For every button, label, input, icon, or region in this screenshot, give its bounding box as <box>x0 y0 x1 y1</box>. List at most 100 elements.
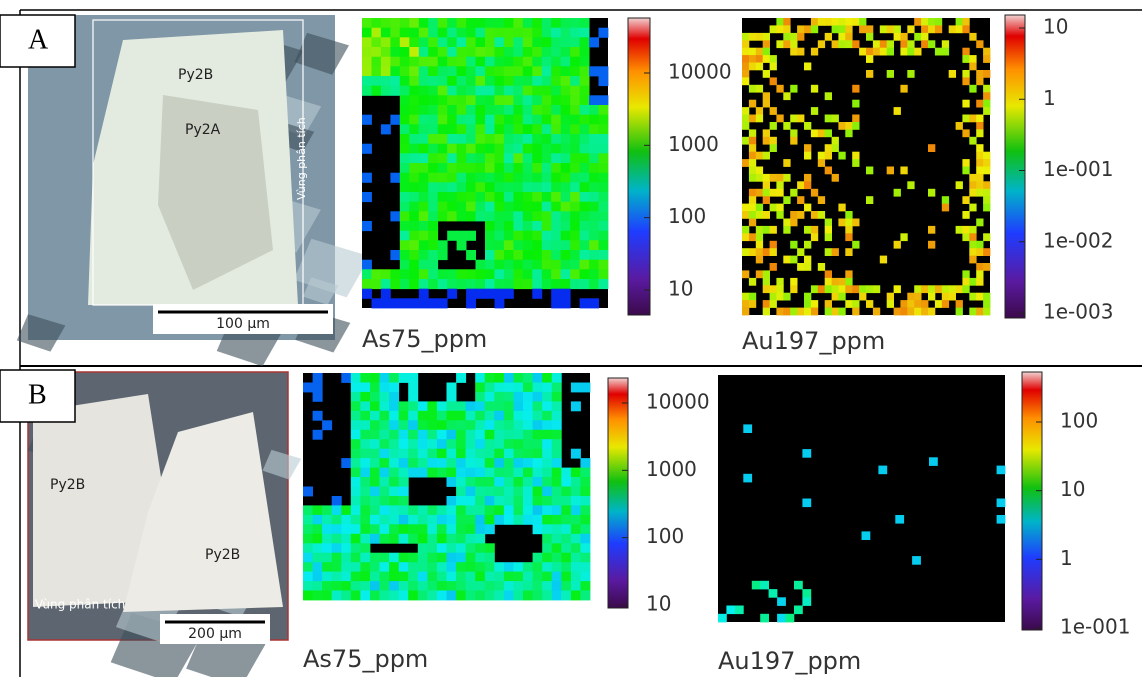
heatmap-cell <box>437 182 448 193</box>
heatmap-cell <box>598 259 609 270</box>
heatmap-cell <box>408 382 419 393</box>
heatmap-cell <box>494 163 505 174</box>
heatmap-cell <box>341 458 352 468</box>
heatmap-cell <box>748 218 757 227</box>
heatmap-cell <box>312 382 323 393</box>
heatmap-cell <box>976 181 984 190</box>
heatmap-cell <box>551 134 562 145</box>
heatmap-cell <box>370 590 380 601</box>
heatmap-cell <box>379 373 390 383</box>
heatmap-cell <box>845 270 853 279</box>
heatmap-cell <box>542 552 553 563</box>
heatmap-cell <box>360 590 371 601</box>
heatmap-cell <box>312 391 323 402</box>
heatmap-cell <box>408 458 419 468</box>
heatmap-cell <box>598 124 609 135</box>
heatmap-cell <box>475 95 486 106</box>
heatmap-cell <box>872 40 881 49</box>
heatmap-cell <box>983 248 991 256</box>
heatmap-cell <box>408 448 419 459</box>
heatmap-cell <box>810 285 819 294</box>
heatmap-cell <box>797 307 805 316</box>
heatmap-cell <box>362 76 372 87</box>
heatmap-cell <box>322 505 333 516</box>
heatmap-cell <box>831 114 839 123</box>
heatmap-cell <box>886 40 894 49</box>
heatmap-cell <box>866 32 874 41</box>
heatmap-cell <box>523 467 533 478</box>
heatmap-cell <box>570 153 581 164</box>
heatmap-cell <box>475 18 486 29</box>
heatmap-cell <box>542 401 553 412</box>
heatmap-cell <box>783 25 791 34</box>
heatmap-cell <box>466 230 476 241</box>
heatmap-cell <box>513 496 524 506</box>
heatmap-cell <box>399 124 410 135</box>
heatmap-cell <box>513 56 524 67</box>
heatmap-cell <box>542 448 553 459</box>
heatmap-cell <box>398 524 409 535</box>
colorbar-tick-label: 10 <box>668 277 693 301</box>
heatmap-cell <box>551 439 562 450</box>
heatmap-cell <box>362 143 372 154</box>
heatmap-cell <box>532 279 543 290</box>
heatmap-cell <box>838 151 846 160</box>
heatmap-cell <box>589 143 599 154</box>
heatmap-cell <box>428 95 439 106</box>
heatmap-cell <box>976 248 984 256</box>
heatmap-cell <box>742 248 750 256</box>
heatmap-cell <box>948 70 956 78</box>
mineral <box>293 238 371 298</box>
heatmap-cell <box>962 285 970 294</box>
heatmap-cell <box>570 172 581 183</box>
heatmap-cell <box>331 496 342 506</box>
heatmap-cell <box>360 496 371 506</box>
heatmap-cell <box>408 373 419 383</box>
heatmap-cell <box>962 225 970 234</box>
heatmap-cell <box>447 124 458 135</box>
micrograph-label: Py2B <box>205 547 240 563</box>
heatmap-cell <box>879 25 888 34</box>
heatmap-cell <box>417 448 428 459</box>
heatmap-cell <box>398 467 409 478</box>
heatmap-cell <box>541 230 552 241</box>
heatmap-cell <box>362 269 372 280</box>
heatmap-cell <box>560 211 571 222</box>
heatmap-cell <box>969 233 977 242</box>
heatmap-cell <box>983 203 991 212</box>
heatmap-cell <box>494 76 505 87</box>
heatmap-cell <box>762 196 770 204</box>
heatmap-cell <box>983 84 991 93</box>
heatmap-cell <box>436 401 447 412</box>
heatmap-cell <box>350 429 361 440</box>
heatmap-cell <box>769 107 777 115</box>
heatmap-cell <box>551 250 562 261</box>
heatmap-cell <box>748 300 757 308</box>
heatmap-cell <box>551 514 562 525</box>
heatmap-cell <box>437 269 448 280</box>
heatmap-cell <box>360 486 371 497</box>
heatmap-cell <box>955 25 963 34</box>
heatmap-cell <box>466 134 476 145</box>
heatmap-cell <box>418 298 429 309</box>
heatmap-cell <box>446 505 457 516</box>
heatmap-cell <box>797 248 805 256</box>
heatmap-cell <box>371 66 382 77</box>
heatmap-cell <box>513 192 524 203</box>
heatmap-cell <box>390 18 401 29</box>
heatmap-cell <box>494 279 505 290</box>
heatmap-cell <box>762 55 770 63</box>
heatmap-cell <box>866 285 874 294</box>
heatmap-cell <box>380 47 391 58</box>
heatmap-cell <box>303 505 313 516</box>
heatmap-cell <box>513 581 524 591</box>
heatmap-cell <box>928 285 936 294</box>
heatmap-cell <box>360 458 371 468</box>
heatmap-cell <box>371 279 382 290</box>
heatmap-cell <box>579 269 590 280</box>
heatmap-cell <box>503 571 514 582</box>
heatmap-cell <box>541 182 552 193</box>
heatmap-cell <box>551 18 562 29</box>
heatmap-cell <box>561 486 572 497</box>
heatmap-cell <box>494 439 505 450</box>
